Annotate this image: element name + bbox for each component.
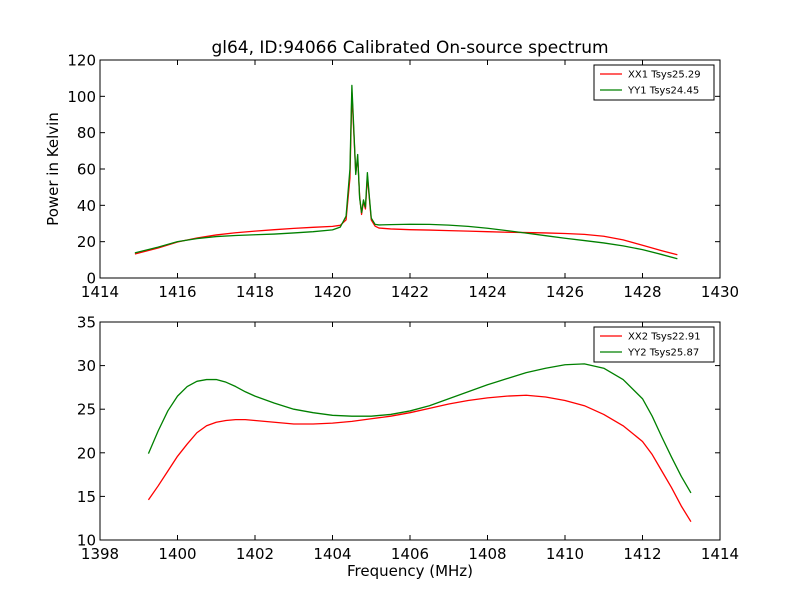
bottom-x-tick-label: 1408 [468,545,506,563]
top-x-tick-label: 1422 [391,283,429,301]
top-y-tick-label: 100 [67,88,96,106]
top-y-tick-label: 20 [77,233,96,251]
bottom-legend-label-xx2: XX2 Tsys22.91 [628,332,701,343]
bottom-legend-label-yy2: YY2 Tsys25.87 [627,348,699,359]
bottom-x-tick-label: 1398 [81,545,119,563]
bottom-x-axis-label: Frequency (MHz) [347,562,473,580]
top-y-tick-label: 60 [77,161,96,179]
bottom-y-tick-label: 25 [77,401,96,419]
top-legend: XX1 Tsys25.29 YY1 Tsys24.45 [593,64,715,101]
top-x-tick-label: 1420 [313,283,351,301]
bottom-x-tick-label: 1402 [236,545,274,563]
bottom-x-tick-label: 1412 [623,545,661,563]
top-y-tick-label: 80 [77,124,96,142]
bottom-x-tick-label: 1404 [313,545,351,563]
top-y-tick-label: 120 [67,52,96,70]
top-y-tick-label: 0 [86,270,96,288]
bottom-x-tick-label: 1406 [391,545,429,563]
top-series-line-0 [134,92,678,256]
top-x-tick-label: 1414 [81,283,119,301]
bottom-x-tick-label: 1400 [158,545,196,563]
bottom-series-line-0 [147,394,692,523]
bottom-y-tick-label: 35 [77,314,96,332]
bottom-y-tick-label: 15 [77,488,96,506]
top-series-line-1 [134,84,678,260]
top-chart: 1414 1416 1418 1420 1422 1424 1426 1428 1430 0 20 4… [44,52,739,302]
bottom-legend-box [593,326,715,363]
bottom-x-tick-label: 1410 [546,545,584,563]
bottom-y-tick-label: 20 [77,444,96,462]
top-legend-label-xx1: XX1 Tsys25.29 [628,70,701,81]
top-y-axis-label: Power in Kelvin [44,112,62,226]
top-chart-title: gl64, ID:94066 Calibrated On-source spec… [211,38,608,58]
bottom-legend: XX2 Tsys22.91 YY2 Tsys25.87 [593,326,715,363]
top-legend-box [593,64,715,101]
bottom-y-tick-label: 30 [77,357,96,375]
top-x-tick-label: 1428 [623,283,661,301]
top-x-tick-label: 1426 [546,283,584,301]
top-x-tick-label: 1430 [701,283,739,301]
bottom-y-tick-label: 10 [77,532,96,550]
top-legend-label-yy1: YY1 Tsys24.45 [627,86,699,97]
bottom-x-tick-label: 1414 [701,545,739,563]
bottom-chart: 1398 1400 1402 1404 1406 1408 1410 1412 1414 10 15… [77,314,739,581]
top-y-tick-label: 40 [77,197,96,215]
bottom-series-line-1 [147,363,692,494]
top-x-tick-label: 1416 [158,283,196,301]
top-x-tick-label: 1418 [236,283,274,301]
top-x-tick-label: 1424 [468,283,506,301]
